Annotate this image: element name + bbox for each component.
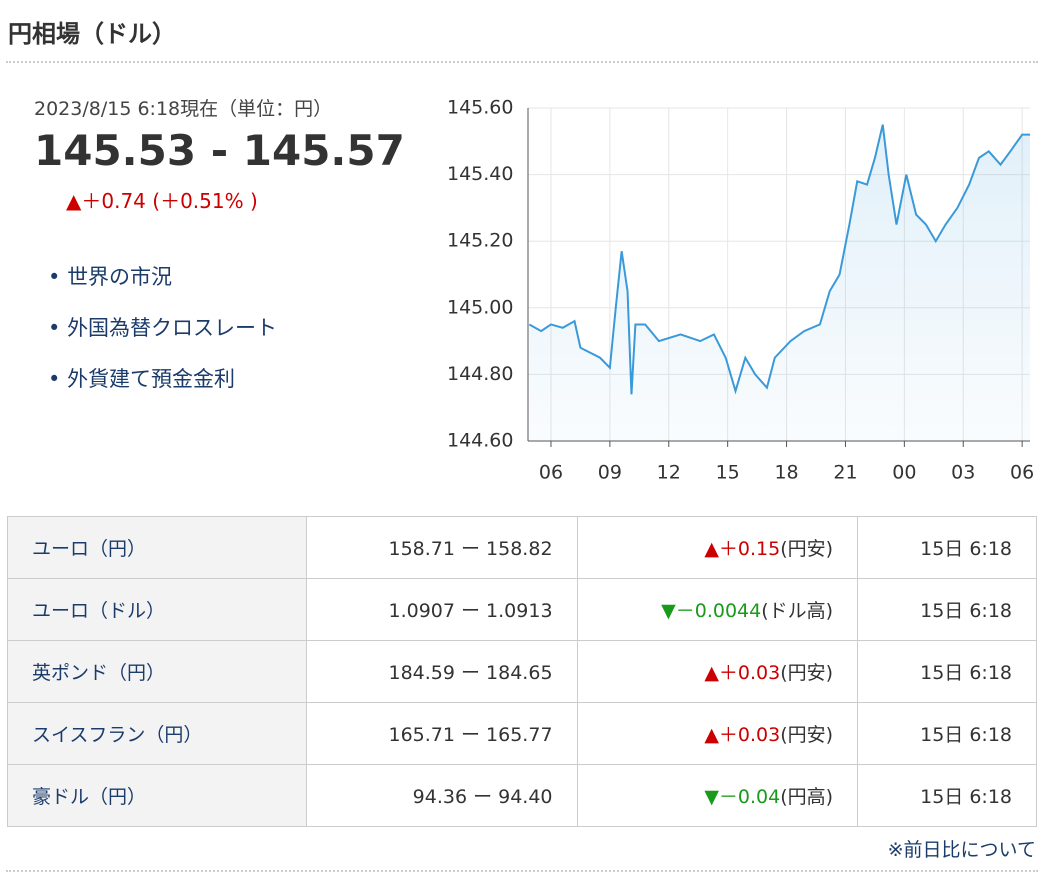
y-tick-label: 145.00: [447, 296, 513, 318]
change: ▲＋0.74 (＋0.51% ): [66, 189, 258, 213]
timestamp: 2023/8/15 6:18現在（単位：円）: [34, 98, 333, 120]
link-text[interactable]: 世界の市況: [67, 265, 173, 289]
y-tick-label: 144.60: [447, 430, 513, 452]
change: ▲＋0.03: [704, 724, 781, 746]
x-tick-label: 18: [774, 462, 798, 484]
time: 15日 6:18: [857, 764, 1037, 827]
change-note: (円安): [780, 538, 834, 560]
x-tick-label: 21: [833, 462, 857, 484]
change-cell: ▼－0.04(円高): [576, 764, 859, 827]
x-tick-label: 03: [951, 462, 975, 484]
rate: 1.0907 ー 1.0913: [306, 578, 578, 641]
change: ▲＋0.03: [704, 662, 781, 684]
rate: 165.71 ー 165.77: [306, 702, 578, 765]
change-note: (ドル高): [761, 600, 834, 622]
currency-name[interactable]: 英ポンド（円）: [7, 640, 307, 703]
rate: 158.71 ー 158.82: [306, 516, 578, 579]
time: 15日 6:18: [857, 578, 1037, 641]
link[interactable]: • 外貨建て預金金利: [48, 367, 236, 391]
divider: [6, 870, 1038, 872]
link[interactable]: • 世界の市況: [48, 265, 173, 289]
footnote-link[interactable]: ※前日比について: [887, 839, 1036, 861]
time: 15日 6:18: [857, 516, 1037, 579]
time: 15日 6:18: [857, 702, 1037, 765]
x-tick-label: 15: [716, 462, 740, 484]
link-text[interactable]: 外貨建て預金金利: [67, 367, 236, 391]
change: ▼－0.0044: [661, 600, 762, 622]
rate: 184.59 ー 184.65: [306, 640, 578, 703]
x-tick-label: 09: [598, 462, 622, 484]
change-note: (円安): [780, 662, 834, 684]
link[interactable]: • 外国為替クロスレート: [48, 316, 278, 340]
change: ▲＋0.15: [704, 538, 781, 560]
page-title: 円相場（ドル）: [8, 20, 176, 48]
x-tick-label: 12: [657, 462, 681, 484]
y-tick-label: 145.40: [447, 163, 513, 185]
table-row: 豪ドル（円） 94.36 ー 94.40 ▼－0.04(円高) 15日 6:18: [7, 764, 1037, 827]
time: 15日 6:18: [857, 640, 1037, 703]
change-cell: ▲＋0.03(円安): [576, 640, 859, 703]
table-row: ユーロ（ドル） 1.0907 ー 1.0913 ▼－0.0044(ドル高) 15日 6…: [7, 578, 1037, 641]
currency-name[interactable]: ユーロ（ドル）: [7, 578, 307, 641]
change-cell: ▲＋0.03(円安): [576, 702, 859, 765]
currency-name[interactable]: ユーロ（円）: [7, 516, 307, 579]
price: 145.53 - 145.57: [34, 126, 405, 175]
change-cell: ▼－0.0044(ドル高): [576, 578, 859, 641]
price-line: [528, 124, 1030, 395]
currency-name[interactable]: 豪ドル（円）: [7, 764, 307, 827]
area: [529, 124, 1030, 442]
x-tick-label: 06: [1010, 462, 1034, 484]
y-tick-label: 145.20: [447, 230, 513, 252]
x-tick-label: 00: [892, 462, 916, 484]
table-row: 英ポンド（円） 184.59 ー 184.65 ▲＋0.03(円安) 15日 6:18: [7, 640, 1037, 703]
y-tick-label: 144.80: [447, 363, 513, 385]
table-row: スイスフラン（円） 165.71 ー 165.77 ▲＋0.03(円安) 15日 6:…: [7, 702, 1037, 765]
change-cell: ▲＋0.15(円安): [576, 516, 859, 579]
rate: 94.36 ー 94.40: [306, 764, 578, 827]
divider: [6, 61, 1038, 63]
y-tick-label: 145.60: [447, 97, 513, 119]
change-note: (円安): [780, 724, 834, 746]
rate-table: ユーロ（円） 158.71 ー 158.82 ▲＋0.15(円安) 15日 6:18 ユ…: [7, 516, 1037, 827]
change: ▼－0.04: [704, 786, 781, 808]
table-row: ユーロ（円） 158.71 ー 158.82 ▲＋0.15(円安) 15日 6:18: [7, 516, 1037, 579]
currency-name[interactable]: スイスフラン（円）: [7, 702, 307, 765]
change-note: (円高): [780, 786, 834, 808]
link-text[interactable]: 外国為替クロスレート: [67, 316, 278, 340]
x-tick-label: 06: [539, 462, 563, 484]
chart: 144.60 144.80 145.00 145.20 145.40 145.60 06 09…: [447, 97, 1034, 484]
